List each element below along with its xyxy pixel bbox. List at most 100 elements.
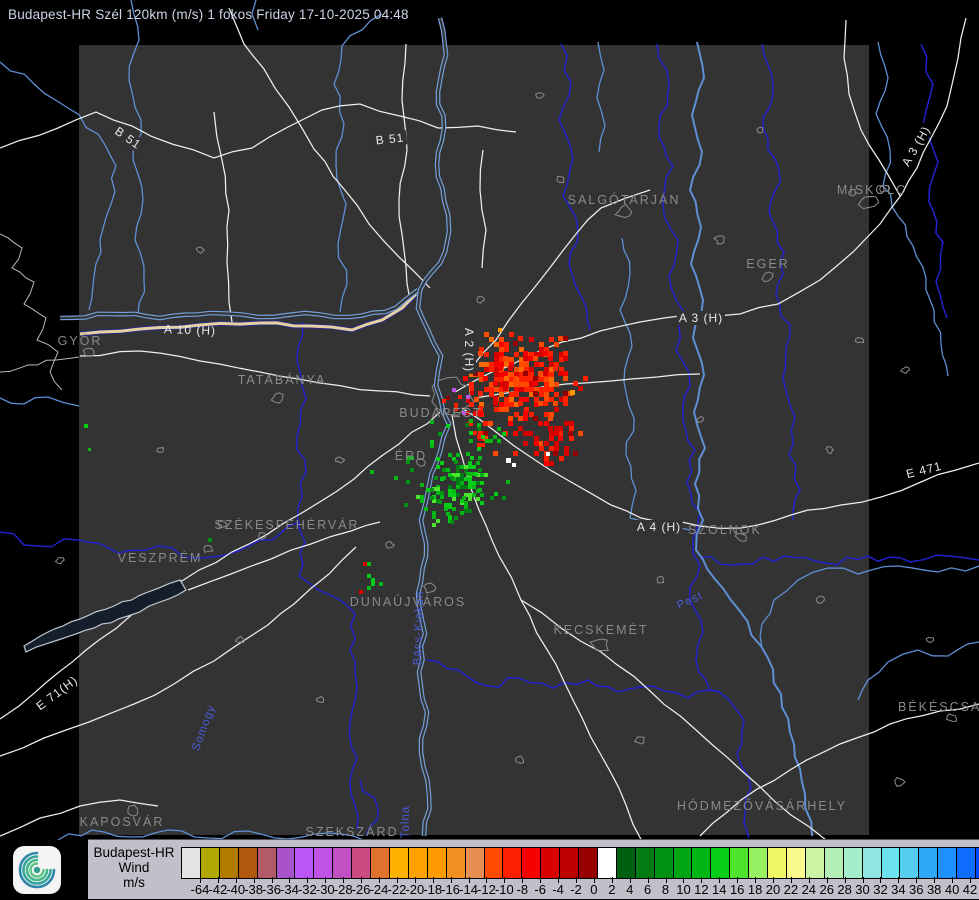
legend-tick	[862, 877, 864, 883]
legend-swatch--16	[445, 848, 465, 878]
legend-tick	[558, 877, 560, 883]
legend-tick	[934, 877, 936, 883]
legend-tick-label: -4	[552, 882, 564, 897]
city-label-veszpr-m: VESZPRÉM	[117, 551, 203, 565]
legend-tick	[629, 877, 631, 883]
legend-swatch--40	[218, 848, 238, 878]
city-label-sz-kesfeh-rv-r: SZÉKESFEHÉRVÁR	[214, 518, 360, 532]
legend-tick-label: 2	[608, 882, 616, 897]
legend-swatch--8	[521, 848, 541, 878]
city-label-kaposv-r: KAPOSVÁR	[79, 815, 165, 829]
page-title: Budapest-HR Szél 120km (m/s) 1 fokos Fri…	[8, 7, 409, 22]
legend-tick	[450, 877, 452, 883]
city-label-szeksz-rd: SZEKSZÁRD	[305, 825, 399, 839]
legend-tick	[576, 877, 577, 883]
legend-tick-label: -16	[441, 882, 461, 897]
legend-tick-label: -14	[459, 882, 478, 897]
radar-coverage-area	[79, 45, 869, 835]
city-label-duna-jv-ros: DUNAÚJVÁROS	[349, 595, 467, 609]
legend-tick-label: -10	[494, 882, 514, 897]
city-label-tatab-nya: TATABÁNYA	[237, 373, 327, 387]
legend-tick-label: 24	[801, 882, 817, 897]
legend-tick-label: 42	[962, 882, 978, 897]
legend-tick-label: -22	[387, 882, 407, 897]
legend-tick	[826, 877, 828, 883]
legend-tick	[916, 877, 918, 883]
legend-swatch-10	[691, 848, 711, 878]
legend-swatch--30	[313, 848, 333, 878]
city-label-kecskem-t: KECSKEMÉT	[553, 623, 649, 637]
legend-swatch-4	[634, 848, 654, 878]
city-label-b-k-scsaba: BÉKÉSCSABA	[897, 700, 979, 714]
city-label-szolnok: SZOLNOK	[688, 523, 762, 537]
legend-tick	[325, 877, 327, 883]
legend-tick-label: 34	[891, 882, 906, 897]
legend-tick-label: 12	[694, 882, 709, 897]
legend-swatch-34	[918, 848, 938, 878]
legend-swatch--64	[182, 848, 200, 878]
city-label-salg-tarj-n: SALGÓTARJÁN	[567, 193, 681, 207]
legend-tick-label: 18	[747, 882, 763, 897]
legend-swatch-12	[710, 848, 730, 878]
legend-product-line1: Budapest-HR	[93, 845, 175, 860]
legend-tick	[701, 877, 703, 883]
legend-swatch-28	[861, 848, 881, 878]
legend-tick-label: -32	[297, 882, 317, 897]
road-label-a-4-h-: A 4 (H)	[634, 520, 684, 534]
legend-swatch-18	[767, 848, 786, 878]
legend-tick	[880, 877, 882, 883]
legend-swatch-24	[823, 848, 843, 878]
legend-swatch-32	[899, 848, 919, 878]
legend-swatch--42	[199, 848, 219, 878]
legend-tick	[289, 877, 291, 883]
legend-tick-label: 6	[644, 882, 652, 897]
legend-tick	[665, 877, 667, 883]
legend-tick	[271, 877, 273, 883]
legend-tick	[719, 877, 721, 883]
legend-tick-label: -24	[369, 882, 389, 897]
legend-tick-label: -40	[226, 882, 246, 897]
legend-tick-label: -8	[516, 882, 529, 897]
legend-tick	[898, 877, 900, 883]
legend-tick-label: -34	[280, 882, 299, 897]
legend-tick	[522, 877, 524, 883]
legend-swatch--14	[464, 848, 484, 878]
legend-tick	[773, 877, 774, 883]
legend-tick	[235, 877, 237, 883]
legend-tick	[647, 877, 649, 883]
legend-swatch-40	[975, 848, 979, 878]
legend-swatch-38	[956, 848, 976, 878]
legend-swatch--34	[275, 848, 295, 878]
legend-tick	[611, 877, 613, 883]
legend-swatch--32	[294, 848, 314, 878]
city-label--rd: ÉRD	[394, 449, 428, 463]
color-legend: Budapest-HR Wind m/s -64 -42 -40 -38 -36 -34-…	[88, 839, 979, 899]
legend-swatch-30	[880, 848, 900, 878]
legend-tick-label: 16	[729, 882, 745, 897]
legend-tick-label: 38	[926, 882, 942, 897]
legend-tick-label: 32	[873, 882, 888, 897]
legend-tick-label: 26	[819, 882, 834, 897]
legend-swatch--20	[407, 848, 427, 878]
road-label-a-10-h-: A 10 (H)	[163, 322, 217, 338]
legend-tick-label: -64	[190, 882, 210, 897]
city-label-gy-r: GYŐR	[57, 334, 103, 348]
legend-swatch-2	[615, 848, 635, 878]
legend-swatch-14	[729, 848, 749, 878]
city-label-eger: EGER	[746, 257, 790, 271]
legend-tick	[217, 877, 219, 883]
road-label-a-3-h-: A 3 (H)	[676, 311, 726, 325]
legend-unit: m/s	[123, 875, 145, 890]
legend-tick	[755, 877, 757, 883]
legend-tick-label: 4	[626, 882, 634, 897]
legend-tick	[540, 877, 542, 883]
legend-tick	[737, 877, 739, 883]
legend-tick-label: 20	[765, 882, 781, 897]
legend-tick-label: 36	[909, 882, 924, 897]
legend-tick-label: -28	[333, 882, 353, 897]
legend-tick-label: 28	[837, 882, 852, 897]
legend-tick	[468, 877, 470, 883]
legend-tick	[396, 877, 398, 883]
legend-tick	[199, 877, 201, 883]
